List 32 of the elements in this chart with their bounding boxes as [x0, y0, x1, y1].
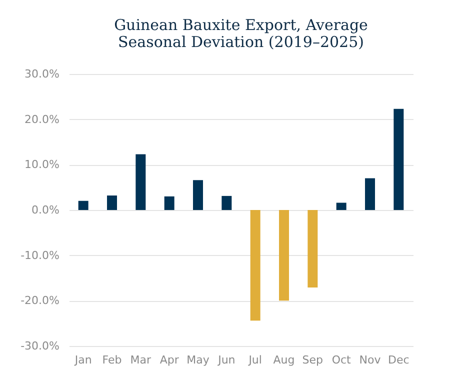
bar: [78, 200, 88, 210]
y-tick-label: -30.0%: [20, 340, 60, 352]
x-tick-label: Nov: [359, 354, 382, 366]
y-tick-label: 0.0%: [32, 204, 60, 216]
y-tick-label: -10.0%: [20, 248, 60, 262]
bar: [193, 180, 203, 210]
x-tick-label: Jan: [74, 354, 92, 366]
bar: [394, 108, 404, 210]
bar: [279, 210, 289, 301]
x-tick-label: Apr: [160, 354, 180, 366]
bar: [164, 196, 174, 210]
x-tick-label: Jul: [248, 354, 262, 366]
x-tick-label: Aug: [273, 354, 295, 366]
bar: [308, 210, 318, 288]
x-tick-label: Feb: [102, 354, 122, 366]
x-tick-label: Mar: [130, 354, 152, 366]
y-tick-label: 10.0%: [24, 158, 60, 172]
x-tick-label: May: [186, 354, 210, 366]
x-tick-label: Dec: [388, 354, 410, 366]
bar: [336, 202, 346, 210]
bar: [107, 195, 117, 210]
bar: [365, 178, 375, 210]
x-tick-label: Sep: [302, 354, 324, 366]
x-tick-label: Jun: [217, 354, 236, 366]
chart-title: Guinean Bauxite Export, Average Seasonal Deviation (2019–2025): [114, 16, 368, 51]
bar: [250, 210, 260, 321]
y-tick-label: -20.0%: [20, 294, 60, 308]
y-tick-label: 30.0%: [24, 68, 60, 80]
bar: [136, 154, 146, 210]
y-tick-label: 20.0%: [24, 112, 60, 126]
bar: [222, 196, 232, 210]
x-tick-label: Oct: [332, 354, 352, 366]
